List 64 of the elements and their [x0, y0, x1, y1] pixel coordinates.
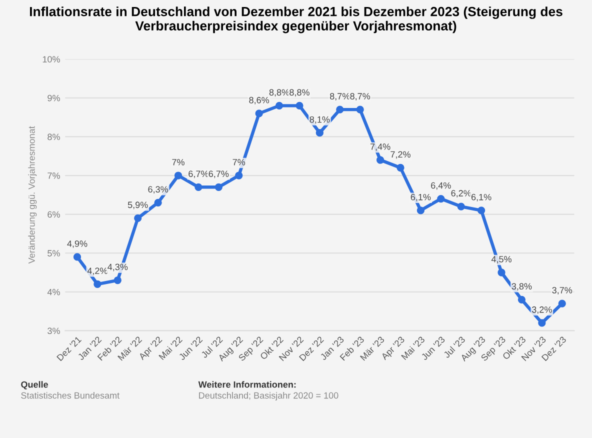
y-axis-title: Veränderung ggü. Vorjahresmonat	[28, 126, 37, 264]
point	[538, 319, 546, 327]
chart-title: Inflationsrate in Deutschland von Dezember 2021 bis Dezember 2023 (Steigerung des Verbraucherpreisindex gegenüber Vorjahresmonat)	[30, 6, 562, 34]
data-label: 8,8%	[290, 89, 310, 97]
y-tick-label: 5%	[48, 250, 60, 256]
y-tick-label: 3%	[48, 328, 60, 334]
point	[416, 206, 425, 214]
data-label: 4,3%	[108, 264, 128, 272]
point	[558, 300, 566, 308]
data-label: 4,5%	[491, 256, 512, 264]
point	[194, 183, 202, 191]
data-label: 6,2%	[451, 190, 472, 198]
data-label: 8,7%	[350, 93, 370, 101]
point	[134, 214, 142, 222]
text: Weitere Informationen:	[198, 381, 296, 388]
y-tick-label: 8%	[48, 134, 60, 140]
data-label: 4,2%	[87, 268, 108, 276]
point	[477, 206, 486, 214]
point	[214, 183, 222, 191]
point	[235, 172, 243, 180]
point	[174, 172, 182, 180]
point	[275, 102, 284, 110]
data-label: 8,1%	[310, 116, 330, 124]
point	[518, 296, 526, 304]
data-label: 6,4%	[431, 182, 451, 190]
data-label: 5,9%	[128, 202, 148, 210]
point	[316, 129, 324, 137]
y-tick-label: 7%	[48, 172, 60, 179]
data-label: 8,8%	[269, 89, 290, 97]
point	[73, 253, 82, 261]
point	[396, 164, 404, 172]
text: Statistisches Bundesamt	[21, 392, 120, 399]
data-label: 4,9%	[67, 240, 88, 248]
point	[498, 268, 506, 276]
data-label: 7,2%	[390, 151, 410, 159]
text: Deutschland; Basisjahr 2020 = 100	[199, 392, 338, 400]
data-label: 3,7%	[552, 287, 572, 294]
y-tick-label: 4%	[47, 288, 60, 296]
point	[356, 106, 364, 114]
point	[114, 276, 122, 284]
data-label: 6,1%	[471, 194, 492, 202]
point	[457, 202, 465, 210]
data-label: 6,7%	[208, 170, 229, 178]
point	[437, 194, 445, 203]
data-label: 6,3%	[148, 186, 168, 194]
y-tick-label: 9%	[48, 94, 60, 102]
data-label: 6,7%	[188, 170, 208, 178]
data-label: 8,7%	[330, 93, 350, 101]
point	[296, 102, 304, 110]
text: Quelle	[21, 381, 48, 390]
point	[336, 106, 344, 114]
data-label: 3,8%	[512, 283, 532, 291]
data-label: 7,4%	[370, 144, 390, 151]
y-tick-label: 6%	[48, 211, 60, 218]
point	[376, 156, 384, 164]
data-label: 7%	[172, 159, 184, 166]
y-tick-label: 10%	[42, 56, 60, 62]
point	[154, 198, 162, 206]
point	[94, 280, 102, 288]
data-label: 3,2%	[532, 306, 552, 314]
data-label: 8,6%	[249, 96, 270, 104]
point	[255, 110, 263, 118]
data-label: 7%	[232, 159, 246, 166]
data-label: 6,1%	[410, 194, 431, 202]
